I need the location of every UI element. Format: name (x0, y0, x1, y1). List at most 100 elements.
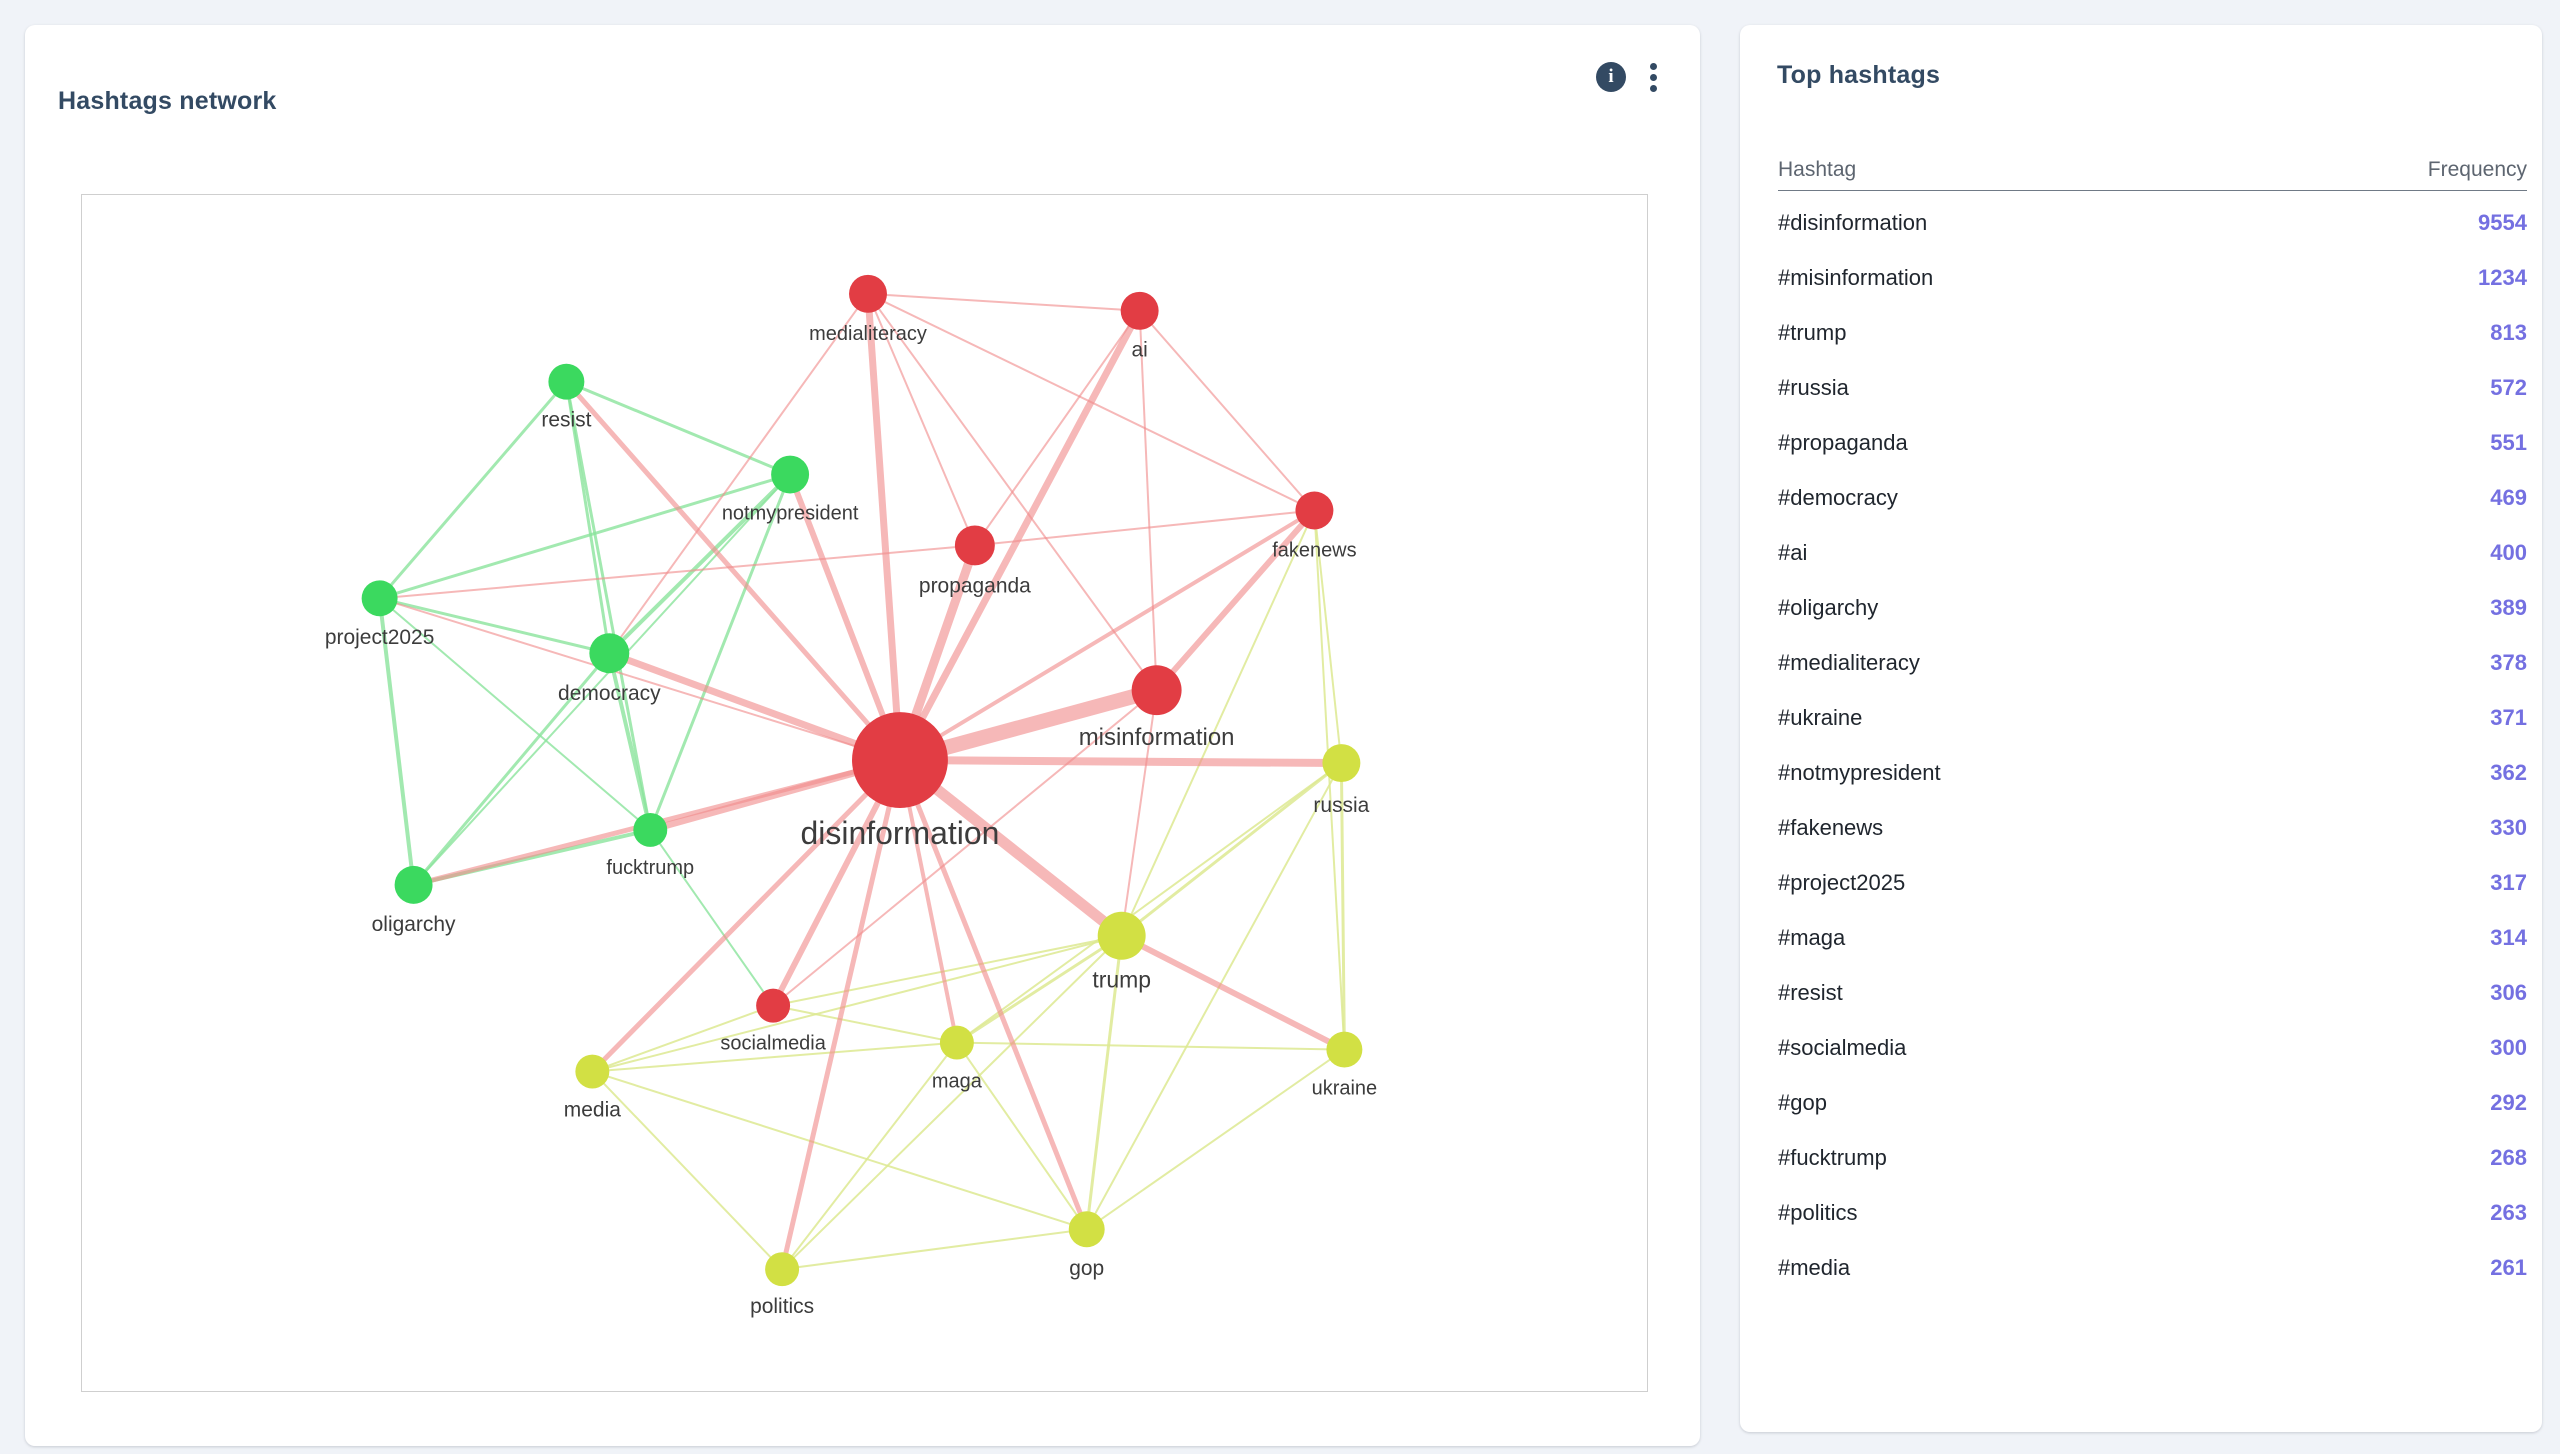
table-row[interactable]: #russia 572 (1778, 360, 2527, 415)
kebab-menu-icon[interactable] (1642, 62, 1664, 92)
table-row[interactable]: #disinformation 9554 (1778, 195, 2527, 250)
frequency-cell: 317 (2490, 869, 2527, 895)
hashtag-cell: #fucktrump (1778, 1144, 1887, 1170)
graph-edge-propaganda-project2025 (378, 544, 976, 600)
table-body: #disinformation 9554 #misinformation 1234 #t… (1778, 195, 2527, 1295)
graph-node-medialiteracy[interactable] (849, 274, 887, 313)
graph-node-label-media: media (564, 1098, 621, 1121)
graph-node-label-misinformation: misinformation (1079, 724, 1235, 751)
graph-edge-ai-fakenews (1138, 309, 1316, 512)
graph-node-disinformation[interactable] (852, 712, 948, 808)
table-row[interactable]: #maga 314 (1778, 910, 2527, 965)
table-row[interactable]: #project2025 317 (1778, 855, 2527, 910)
graph-node-label-ukraine: ukraine (1312, 1077, 1378, 1099)
hashtag-cell: #maga (1778, 924, 1846, 950)
hashtag-cell: #fakenews (1778, 814, 1884, 840)
graph-node-gop[interactable] (1068, 1211, 1105, 1248)
graph-node-ukraine[interactable] (1326, 1031, 1363, 1068)
graph-node-politics[interactable] (765, 1252, 800, 1287)
graph-edge-gop-ukraine (1085, 1048, 1346, 1231)
graph-node-label-disinformation: disinformation (801, 815, 1000, 851)
graph-edge-trump-ukraine (1118, 932, 1348, 1053)
graph-node-resist[interactable] (548, 363, 585, 400)
graph-edge-disinformation-medialiteracy (864, 290, 904, 764)
table-row[interactable]: #politics 263 (1778, 1185, 2527, 1240)
graph-node-misinformation[interactable] (1131, 665, 1182, 716)
table-row[interactable]: #propaganda 551 (1778, 415, 2527, 470)
frequency-cell: 572 (2490, 374, 2527, 400)
graph-node-label-fucktrump: fucktrump (606, 857, 694, 879)
graph-node-label-project2025: project2025 (325, 626, 435, 649)
graph-edge-gop-politics (781, 1228, 1088, 1271)
table-row[interactable]: #media 261 (1778, 1240, 2527, 1295)
graph-node-fucktrump[interactable] (633, 812, 668, 847)
graph-edge-disinformation-notmypresident (787, 471, 903, 764)
graph-edge-trump-socialmedia (772, 934, 1123, 1007)
info-icon[interactable]: i (1596, 62, 1626, 92)
table-header-divider (1778, 190, 2527, 191)
graph-node-fakenews[interactable] (1295, 491, 1334, 530)
table-row[interactable]: #trump 813 (1778, 305, 2527, 360)
frequency-cell: 263 (2490, 1199, 2527, 1225)
hashtags-network-panel: Hashtags network i disinformation misinfo… (25, 25, 1700, 1446)
graph-edge-disinformation-fakenews (897, 508, 1317, 763)
graph-node-trump[interactable] (1097, 911, 1146, 960)
table-row[interactable]: #oligarchy 389 (1778, 580, 2527, 635)
graph-edge-misinformation-trump (1120, 689, 1158, 937)
table-row[interactable]: #ai 400 (1778, 525, 2527, 580)
graph-edge-russia-gop (1085, 762, 1343, 1231)
graph-node-democracy[interactable] (589, 633, 630, 674)
graph-edge-disinformation-maga (897, 758, 959, 1045)
graph-node-label-medialiteracy: medialiteracy (809, 323, 927, 345)
graph-node-maga[interactable] (939, 1025, 974, 1060)
graph-node-label-oligarchy: oligarchy (372, 913, 456, 936)
graph-node-media[interactable] (575, 1054, 610, 1089)
table-row[interactable]: #resist 306 (1778, 965, 2527, 1020)
hashtag-cell: #misinformation (1778, 264, 1934, 290)
graph-edge-democracy-fucktrump (607, 651, 653, 832)
frequency-cell: 1234 (2478, 264, 2527, 290)
graph-edge-fakenews-russia (1313, 509, 1343, 765)
graph-edge-medialiteracy-propaganda (866, 292, 976, 547)
graph-node-oligarchy[interactable] (394, 865, 433, 904)
graph-node-project2025[interactable] (361, 580, 398, 617)
table-row[interactable]: #gop 292 (1778, 1075, 2527, 1130)
table-row[interactable]: #ukraine 371 (1778, 690, 2527, 745)
hashtag-cell: #ai (1778, 539, 1808, 565)
table-row[interactable]: #misinformation 1234 (1778, 250, 2527, 305)
frequency-cell: 469 (2490, 484, 2527, 510)
graph-node-socialmedia[interactable] (756, 988, 791, 1023)
graph-edge-disinformation-politics (779, 757, 903, 1272)
graph-node-ai[interactable] (1120, 291, 1159, 330)
table-row[interactable]: #socialmedia 300 (1778, 1020, 2527, 1075)
hashtag-cell: #socialmedia (1778, 1034, 1907, 1060)
network-graph[interactable]: disinformation misinformation trump russia p… (82, 195, 1647, 1391)
hashtag-cell: #trump (1778, 319, 1847, 345)
graph-edge-resist-fucktrump (564, 380, 652, 832)
table-header: Hashtag Frequency (1778, 157, 2527, 183)
hashtag-cell: #propaganda (1778, 429, 1908, 455)
hashtag-cell: #disinformation (1778, 209, 1928, 235)
network-plot-area[interactable]: disinformation misinformation trump russia p… (81, 194, 1648, 1392)
frequency-cell: 813 (2490, 319, 2527, 345)
hashtag-cell: #notmypresident (1778, 759, 1941, 785)
frequency-cell: 292 (2490, 1089, 2527, 1115)
graph-edge-resist-notmypresident (564, 380, 792, 477)
frequency-cell: 371 (2490, 704, 2527, 730)
table-row[interactable]: #democracy 469 (1778, 470, 2527, 525)
graph-edge-democracy-oligarchy (412, 651, 611, 887)
frequency-cell: 330 (2490, 814, 2527, 840)
table-row[interactable]: #fakenews 330 (1778, 800, 2527, 855)
graph-node-label-russia: russia (1313, 794, 1369, 817)
frequency-cell: 378 (2490, 649, 2527, 675)
hashtag-cell: #resist (1778, 979, 1843, 1005)
table-row[interactable]: #medialiteracy 378 (1778, 635, 2527, 690)
table-row[interactable]: #fucktrump 268 (1778, 1130, 2527, 1185)
graph-edge-disinformation-project2025 (378, 597, 901, 762)
graph-node-notmypresident[interactable] (771, 455, 810, 494)
table-row[interactable]: #notmypresident 362 (1778, 745, 2527, 800)
hashtag-cell: #russia (1778, 374, 1849, 400)
graph-node-russia[interactable] (1322, 744, 1361, 783)
graph-node-propaganda[interactable] (954, 525, 995, 566)
graph-edge-trump-politics (781, 934, 1123, 1271)
